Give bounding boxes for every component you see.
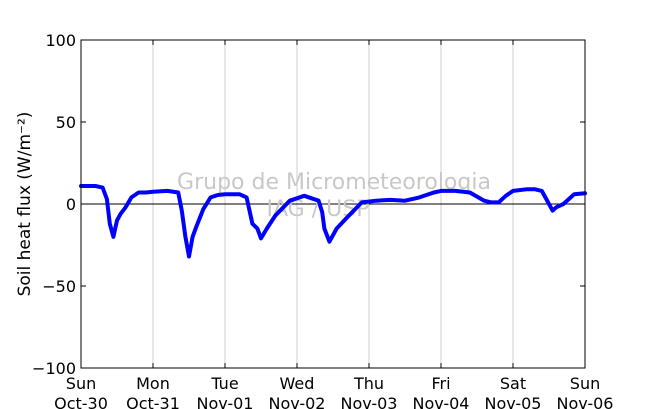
x-tick-label-date: Nov-04: [413, 394, 470, 409]
x-tick-label-day: Mon: [136, 374, 170, 393]
x-tick-label-day: Sat: [500, 374, 526, 393]
x-tick-label-date: Nov-03: [341, 394, 398, 409]
y-tick-label: 0: [66, 195, 76, 214]
x-tick-label-day: Tue: [210, 374, 238, 393]
x-tick-label-day: Sun: [570, 374, 600, 393]
x-tick-label-date: Oct-30: [54, 394, 108, 409]
y-tick-label: −100: [32, 359, 76, 378]
x-tick-label-day: Fri: [431, 374, 450, 393]
y-tick-label: 100: [45, 31, 76, 50]
x-axis-ticks: SunOct-30MonOct-31TueNov-01WedNov-02ThuN…: [54, 40, 613, 409]
x-tick-label-day: Thu: [353, 374, 384, 393]
y-axis-ticks: 100 50 0 −50 −100: [32, 31, 585, 378]
y-tick-label: −50: [42, 277, 76, 296]
y-axis-label: Soil heat flux (W/m⁻²): [15, 112, 35, 297]
x-tick-label-day: Sun: [66, 374, 96, 393]
x-tick-label-date: Oct-31: [126, 394, 180, 409]
y-tick-label: 50: [56, 113, 76, 132]
x-tick-label-date: Nov-05: [485, 394, 542, 409]
x-tick-label-day: Wed: [280, 374, 315, 393]
x-tick-label-date: Nov-06: [557, 394, 614, 409]
series-layer: [79, 184, 587, 259]
x-tick-label-date: Nov-02: [269, 394, 326, 409]
x-tick-label-date: Nov-01: [197, 394, 254, 409]
series-line: [79, 184, 587, 259]
